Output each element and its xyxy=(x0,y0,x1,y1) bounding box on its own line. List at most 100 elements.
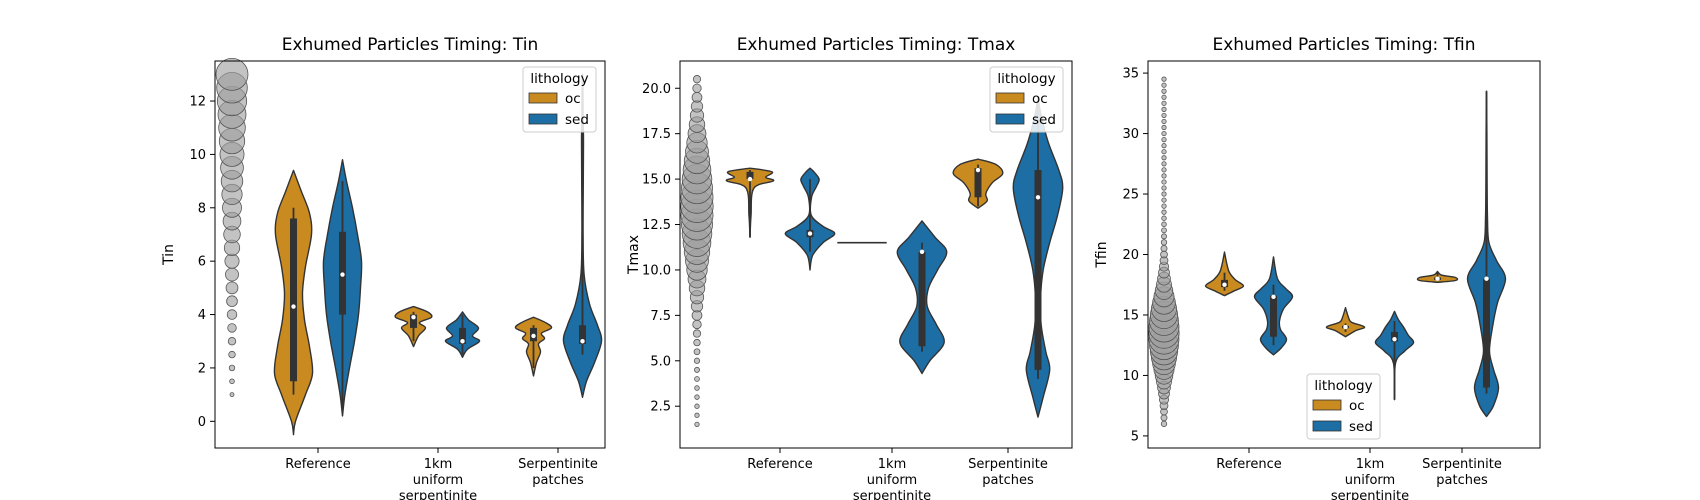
y-tick-label: 7.5 xyxy=(650,309,671,324)
reference-point xyxy=(1161,197,1167,203)
x-tick-label: Serpentinite patches xyxy=(968,457,1048,488)
reference-point xyxy=(1161,191,1167,197)
y-tick-label: 0 xyxy=(198,415,206,430)
violin-median xyxy=(1392,336,1397,342)
reference-point xyxy=(1161,209,1167,215)
violin-median xyxy=(291,304,296,309)
y-tick-label: 10 xyxy=(1122,369,1139,384)
reference-point xyxy=(1161,155,1167,161)
reference-point xyxy=(228,364,236,372)
violin-iqr-box xyxy=(974,168,982,198)
violin-iqr-box xyxy=(918,251,926,347)
y-tick-label: 10 xyxy=(189,148,206,163)
reference-point xyxy=(1161,94,1167,100)
y-tick-label: 17.5 xyxy=(642,127,671,142)
violin-iqr-box xyxy=(579,325,586,344)
y-tick-label: 20 xyxy=(1122,248,1139,263)
violin-median xyxy=(1222,282,1227,287)
reference-point xyxy=(693,348,701,356)
reference-point xyxy=(1161,118,1167,125)
reference-point xyxy=(1161,233,1167,240)
reference-point xyxy=(693,357,701,364)
legend-label-oc: oc xyxy=(1349,398,1365,414)
legend-title: lithology xyxy=(1314,378,1372,394)
reference-point xyxy=(692,75,702,84)
reference-point xyxy=(227,323,237,333)
reference-point xyxy=(1161,203,1167,209)
legend-label-sed: sed xyxy=(565,112,589,128)
violin-median xyxy=(580,339,585,344)
reference-point xyxy=(1161,112,1167,119)
legend: lithology oc sed xyxy=(522,66,597,133)
violin-oc xyxy=(1325,307,1366,338)
legend: lithology oc sed xyxy=(989,66,1064,133)
reference-point xyxy=(1161,143,1167,149)
reference-point xyxy=(694,394,700,400)
reference-point xyxy=(691,92,703,103)
plot-frame xyxy=(214,60,606,449)
violin-median xyxy=(1271,294,1276,300)
violin-iqr-box xyxy=(1270,295,1277,337)
x-tick-label: Reference xyxy=(285,457,350,472)
violin-median xyxy=(807,231,813,236)
reference-point xyxy=(1161,137,1167,143)
violin-median xyxy=(1343,324,1348,330)
reference-point xyxy=(1161,167,1167,173)
violin-median xyxy=(1435,276,1440,281)
reference-point xyxy=(227,337,237,346)
reference-point xyxy=(694,366,700,373)
reference-point xyxy=(692,329,702,338)
y-tick-label: 8 xyxy=(198,201,206,216)
y-tick-label: 15.0 xyxy=(642,173,671,188)
reference-point xyxy=(1161,124,1167,131)
y-tick-label: 25 xyxy=(1122,188,1139,203)
reference-point xyxy=(1161,149,1167,155)
reference-point xyxy=(1160,250,1168,259)
legend-label-sed: sed xyxy=(1349,419,1373,435)
violin-iqr-box xyxy=(290,218,297,382)
legend-swatch-oc xyxy=(995,92,1025,104)
legend-swatch-sed xyxy=(528,113,558,125)
reference-point xyxy=(225,267,239,282)
reference-point xyxy=(225,281,239,295)
reference-point xyxy=(229,378,235,385)
reference-point xyxy=(1161,76,1167,82)
reference-point xyxy=(1161,179,1167,185)
reference-point xyxy=(693,338,701,347)
reference-point xyxy=(1161,227,1167,234)
violin-median xyxy=(975,167,981,173)
reference-point xyxy=(1161,100,1167,106)
y-axis-label: Tin xyxy=(161,244,177,266)
plot-frame xyxy=(1147,60,1541,449)
violin-median xyxy=(340,272,345,277)
violin-median xyxy=(531,333,536,339)
violin-iqr-box xyxy=(1034,170,1042,370)
y-axis-label: Tmax xyxy=(626,235,642,275)
reference-point xyxy=(215,57,249,91)
legend-swatch-sed xyxy=(995,113,1025,125)
violin-median xyxy=(411,315,416,320)
reference-point xyxy=(1160,420,1168,427)
y-tick-label: 2.5 xyxy=(650,400,671,415)
x-tick-label: Reference xyxy=(1216,457,1281,472)
x-tick-label: Reference xyxy=(747,457,812,472)
y-tick-label: 4 xyxy=(198,308,206,323)
violin-median xyxy=(460,339,465,344)
reference-point xyxy=(1161,106,1167,112)
reference-point xyxy=(1161,173,1167,179)
reference-point xyxy=(694,376,700,382)
reference-point xyxy=(1161,88,1167,94)
x-tick-label: 1km uniform serpentinite xyxy=(1331,457,1409,500)
reference-point xyxy=(694,412,700,418)
reference-point xyxy=(692,83,702,93)
legend-label-sed: sed xyxy=(1032,112,1056,128)
legend-label-oc: oc xyxy=(565,91,581,107)
y-tick-label: 15 xyxy=(1122,308,1139,323)
reference-point xyxy=(226,295,238,308)
chart-title: Exhumed Particles Timing: Tfin xyxy=(1212,35,1475,55)
x-tick-label: 1km uniform serpentinite xyxy=(399,457,477,500)
legend-swatch-oc xyxy=(1312,399,1342,411)
chart-title: Exhumed Particles Timing: Tin xyxy=(282,35,539,55)
violin-median xyxy=(747,176,753,182)
